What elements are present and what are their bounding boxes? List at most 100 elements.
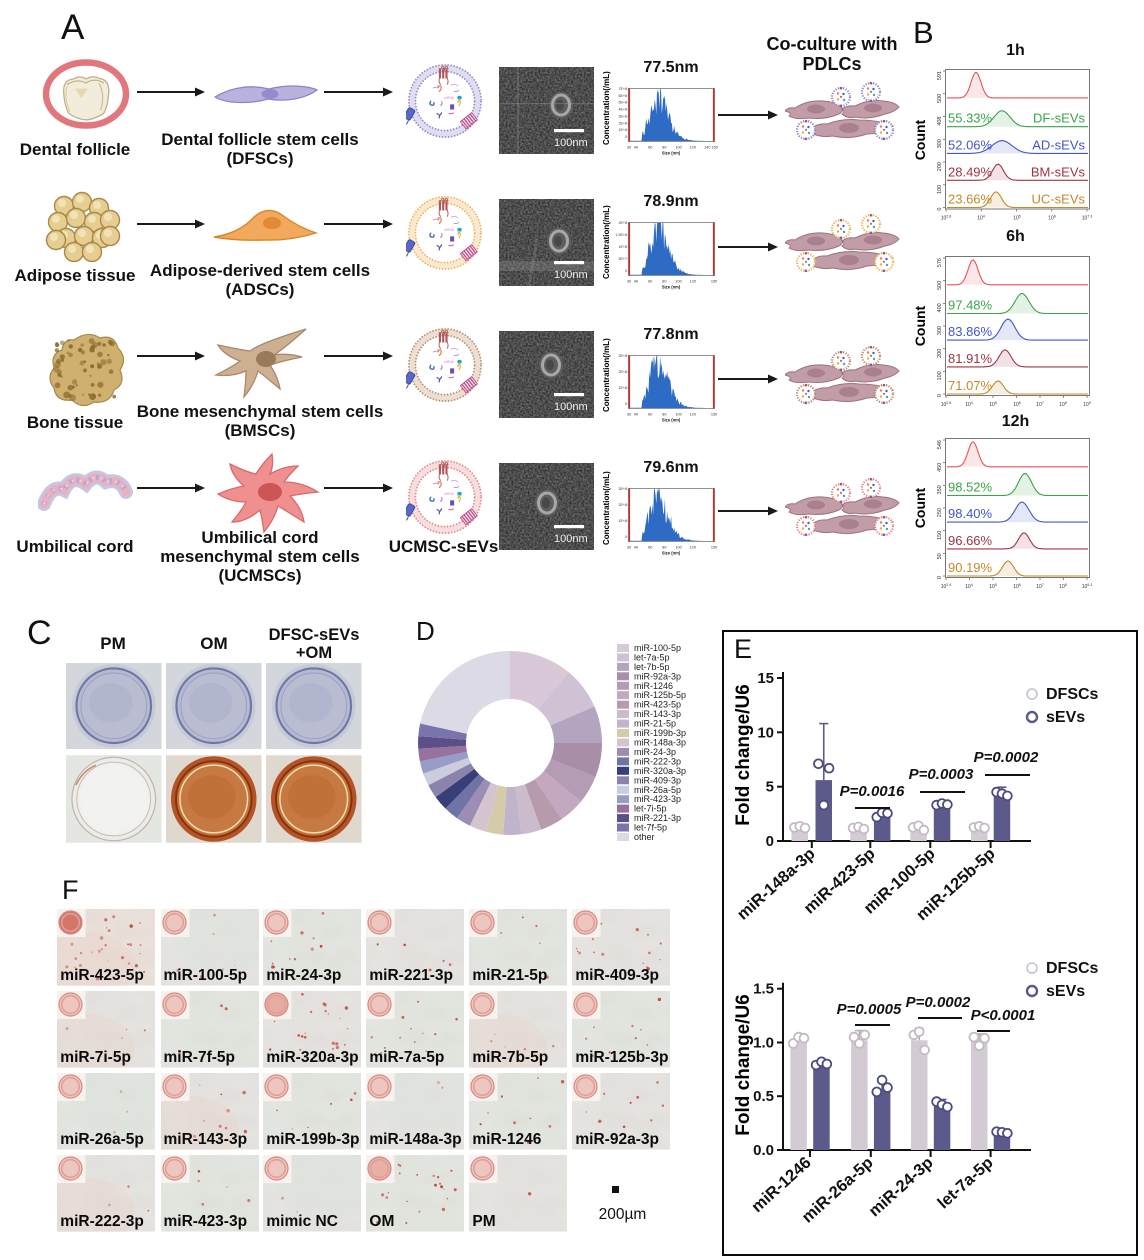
svg-text:P=0.0002: P=0.0002 [906, 994, 971, 1011]
svg-text:23.66%: 23.66% [948, 192, 993, 207]
svg-text:300: 300 [937, 139, 943, 148]
svg-text:105: 105 [989, 583, 997, 590]
svg-text:500: 500 [937, 280, 943, 289]
svg-text:150: 150 [937, 530, 943, 539]
svg-text:mRNA: mRNA [444, 492, 455, 496]
svg-text:100: 100 [675, 279, 681, 283]
svg-text:3E+8: 3E+8 [619, 487, 628, 491]
svg-text:98.40%: 98.40% [948, 506, 993, 521]
svg-text:2E+8: 2E+8 [619, 503, 628, 507]
svg-text:60: 60 [648, 146, 652, 150]
svg-text:591: 591 [937, 71, 943, 80]
svg-text:1E+8: 1E+8 [619, 245, 628, 249]
svg-text:107.3: 107.3 [1082, 215, 1093, 222]
svg-text:let-7a-5p: let-7a-5p [634, 652, 670, 662]
svg-text:DFSCs: DFSCs [1046, 686, 1099, 703]
svg-text:40: 40 [634, 546, 638, 550]
svg-text:100nm: 100nm [554, 533, 588, 545]
svg-text:Size (nm): Size (nm) [662, 418, 681, 423]
svg-text:miR-221-3p: miR-221-3p [634, 813, 681, 823]
svg-text:105: 105 [1013, 215, 1021, 222]
svg-text:150: 150 [711, 413, 717, 417]
svg-text:mRNA: mRNA [444, 96, 455, 100]
svg-text:1.0: 1.0 [753, 1035, 774, 1052]
svg-text:0: 0 [937, 208, 943, 211]
svg-text:50: 50 [937, 553, 943, 559]
svg-text:576: 576 [937, 258, 943, 267]
svg-text:0.0: 0.0 [753, 1142, 774, 1159]
svg-text:4E+8: 4E+8 [619, 108, 628, 112]
svg-text:120: 120 [690, 279, 696, 283]
svg-text:81.91%: 81.91% [948, 351, 993, 366]
svg-text:5E+8: 5E+8 [619, 101, 628, 105]
svg-text:546: 546 [937, 440, 943, 449]
svg-text:P=0.0016: P=0.0016 [840, 783, 905, 800]
svg-text:102.8: 102.8 [941, 401, 952, 408]
svg-text:miR-423-3p: miR-423-3p [634, 794, 681, 804]
svg-text:80: 80 [662, 146, 666, 150]
svg-text:miR-1246: miR-1246 [634, 681, 673, 691]
svg-text:miR-199b-3p: miR-199b-3p [634, 728, 686, 738]
svg-text:400: 400 [937, 303, 943, 312]
svg-text:miR-423-5p: miR-423-5p [634, 700, 681, 710]
svg-text:100nm: 100nm [554, 401, 588, 413]
svg-text:1E+8: 1E+8 [619, 519, 628, 523]
svg-text:15: 15 [757, 670, 774, 687]
svg-text:100: 100 [937, 371, 943, 380]
svg-text:0: 0 [625, 402, 627, 406]
svg-text:107: 107 [1036, 583, 1044, 590]
svg-text:120: 120 [690, 546, 696, 550]
svg-text:miR-222-3p: miR-222-3p [634, 756, 681, 766]
svg-text:40: 40 [634, 413, 638, 417]
svg-text:106: 106 [1013, 583, 1021, 590]
svg-text:30: 30 [627, 146, 631, 150]
svg-text:0: 0 [625, 269, 627, 273]
svg-text:150: 150 [711, 546, 717, 550]
svg-text:100nm: 100nm [554, 269, 588, 281]
svg-text:let-7a-5p: let-7a-5p [934, 1154, 996, 1213]
svg-text:mRNA: mRNA [444, 360, 455, 364]
svg-text:P=0.0005: P=0.0005 [837, 1001, 902, 1018]
svg-text:120: 120 [690, 146, 696, 150]
svg-text:140 150: 140 150 [704, 146, 718, 150]
svg-text:0: 0 [937, 576, 943, 579]
svg-text:30: 30 [627, 546, 631, 550]
svg-text:1E+8: 1E+8 [619, 386, 628, 390]
svg-text:miR-24-3p: miR-24-3p [865, 1154, 936, 1221]
svg-text:0: 0 [766, 833, 774, 850]
svg-text:108: 108 [1059, 583, 1067, 590]
svg-text:30: 30 [627, 279, 631, 283]
svg-text:0.5: 0.5 [753, 1088, 774, 1105]
svg-text:miR-24-3p: miR-24-3p [634, 747, 676, 757]
svg-text:DF-sEVs: DF-sEVs [1033, 111, 1086, 126]
svg-text:40: 40 [634, 279, 638, 283]
svg-text:100: 100 [675, 413, 681, 417]
svg-text:miR-409-3p: miR-409-3p [634, 775, 681, 785]
svg-text:6E+8: 6E+8 [619, 94, 628, 98]
svg-text:let-7b-5p: let-7b-5p [634, 662, 670, 672]
svg-text:miR-26a-5p: miR-26a-5p [634, 785, 681, 795]
svg-text:55.33%: 55.33% [948, 111, 993, 126]
svg-text:250: 250 [937, 508, 943, 517]
svg-text:408: 408 [937, 117, 943, 126]
svg-text:P<0.0001: P<0.0001 [971, 1007, 1036, 1024]
svg-text:109: 109 [1083, 401, 1091, 408]
svg-text:60: 60 [648, 279, 652, 283]
svg-text:200: 200 [937, 348, 943, 357]
svg-text:104: 104 [965, 401, 973, 408]
svg-text:miR-100-5p: miR-100-5p [634, 643, 681, 653]
svg-text:7E+8: 7E+8 [619, 87, 628, 91]
svg-text:1.5: 1.5 [753, 981, 774, 998]
svg-text:102.8: 102.8 [941, 215, 952, 222]
svg-text:500: 500 [937, 94, 943, 103]
svg-text:let-7i-5p: let-7i-5p [634, 804, 667, 814]
svg-text:10: 10 [757, 724, 774, 741]
svg-text:5E+7: 5E+7 [619, 257, 628, 261]
svg-text:96.66%: 96.66% [948, 533, 993, 548]
svg-text:102.4: 102.4 [941, 583, 952, 590]
svg-text:106: 106 [1048, 215, 1056, 222]
svg-text:miR-148a-3p: miR-148a-3p [634, 738, 686, 748]
svg-text:miR-21-5p: miR-21-5p [634, 719, 676, 729]
svg-text:52.06%: 52.06% [948, 138, 993, 153]
svg-text:104: 104 [965, 583, 973, 590]
